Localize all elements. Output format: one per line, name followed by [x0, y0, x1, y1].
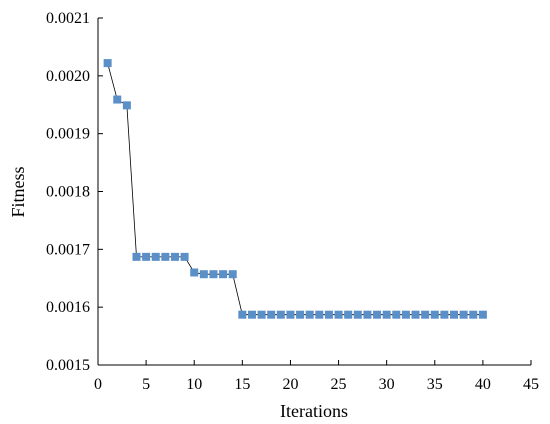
data-point: [238, 310, 247, 319]
data-point: [411, 310, 420, 319]
x-tick-label: 25: [331, 376, 347, 393]
data-point: [257, 310, 266, 319]
data-point: [142, 252, 151, 261]
y-tick-label: 0.0020: [46, 68, 90, 85]
data-point: [199, 270, 208, 279]
data-point: [122, 101, 131, 110]
y-tick-label: 0.0018: [46, 184, 90, 201]
data-point: [247, 310, 256, 319]
data-point: [459, 310, 468, 319]
x-tick-label: 20: [282, 376, 298, 393]
data-point: [161, 252, 170, 261]
data-point: [392, 310, 401, 319]
x-tick-label: 10: [186, 376, 202, 393]
x-tick-label: 40: [475, 376, 491, 393]
y-tick-label: 0.0021: [46, 10, 90, 27]
data-point: [440, 310, 449, 319]
data-point: [228, 270, 237, 279]
data-point: [430, 310, 439, 319]
data-point: [113, 95, 122, 104]
series: [103, 59, 487, 319]
x-axis-title: Iterations: [280, 401, 348, 421]
data-point: [103, 59, 112, 68]
data-point: [373, 310, 382, 319]
data-point: [305, 310, 314, 319]
data-point: [344, 310, 353, 319]
data-point: [382, 310, 391, 319]
data-point: [363, 310, 372, 319]
y-tick-label: 0.0016: [46, 299, 90, 316]
data-point: [315, 310, 324, 319]
data-point: [180, 252, 189, 261]
x-tick-label: 15: [234, 376, 250, 393]
y-tick-label: 0.0017: [46, 241, 90, 258]
data-point: [421, 310, 430, 319]
data-point: [469, 310, 478, 319]
x-tick-label: 30: [379, 376, 395, 393]
series-line: [107, 63, 483, 316]
data-point: [296, 310, 305, 319]
data-point: [450, 310, 459, 319]
data-point: [401, 310, 410, 319]
data-point: [209, 270, 218, 279]
x-tick-label: 5: [142, 376, 150, 393]
y-tick-label: 0.0019: [46, 126, 90, 143]
y-ticks: 0.0015 0.0016 0.0017 0.0018 0.0019 0.0020 0.00…: [46, 10, 103, 374]
x-tick-label: 35: [427, 376, 443, 393]
y-tick-label: 0.0015: [46, 357, 90, 374]
data-point: [219, 270, 228, 279]
data-point: [151, 252, 160, 261]
data-point: [334, 310, 343, 319]
data-point: [324, 310, 333, 319]
data-point: [132, 252, 141, 261]
data-point: [478, 310, 487, 319]
x-tick-label: 0: [94, 376, 102, 393]
data-point: [190, 268, 199, 277]
x-ticks: 0 5 10 15 20 25 30 35 40 45: [94, 360, 539, 393]
data-point: [353, 310, 362, 319]
data-point: [267, 310, 276, 319]
y-axis-title: Fitness: [8, 166, 28, 217]
data-point: [276, 310, 285, 319]
x-tick-label: 45: [523, 376, 539, 393]
data-point: [170, 252, 179, 261]
data-point: [286, 310, 295, 319]
